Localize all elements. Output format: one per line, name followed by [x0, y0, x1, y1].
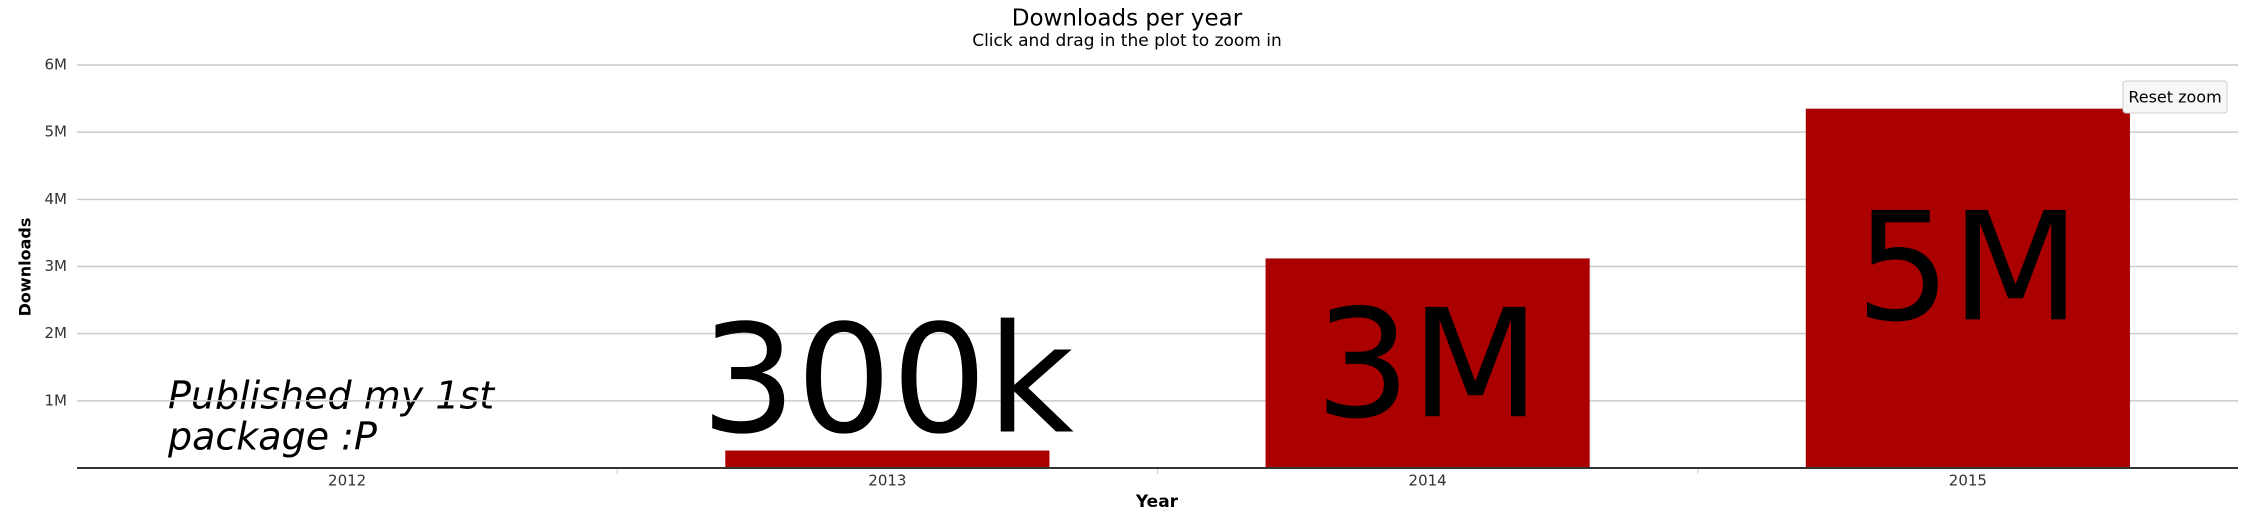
y-tick-label: 1M	[45, 391, 68, 409]
annotation-line: package :P	[167, 415, 377, 459]
reset-zoom-button[interactable]	[2122, 80, 2228, 114]
x-tick-label: 2015	[1949, 472, 1987, 490]
x-tick-label: 2014	[1409, 472, 1447, 490]
annotation-line: Published my 1st	[168, 374, 496, 418]
reset-zoom-label[interactable]: Reset zoom	[2128, 88, 2221, 107]
chart-subtitle: Click and drag in the plot to zoom in	[972, 31, 1282, 51]
x-tick-label: 2012	[328, 472, 366, 490]
x-axis-title: Year	[1135, 492, 1179, 512]
y-tick-label: 6M	[45, 56, 68, 74]
bar	[1805, 108, 2130, 469]
value-label: 5M	[1855, 181, 2080, 355]
value-label: 3M	[1315, 278, 1540, 452]
y-tick-label: 5M	[45, 123, 68, 141]
value-label: 300k	[701, 294, 1074, 468]
x-tick-label: 2013	[868, 472, 906, 490]
y-tick-label: 3M	[45, 257, 68, 275]
y-tick-label: 2M	[45, 324, 68, 342]
y-tick-label: 4M	[45, 190, 68, 208]
bar	[725, 450, 1050, 468]
y-axis-title: Downloads	[16, 218, 35, 317]
chart-title: Downloads per year	[1012, 6, 1243, 32]
bar	[1265, 258, 1590, 468]
